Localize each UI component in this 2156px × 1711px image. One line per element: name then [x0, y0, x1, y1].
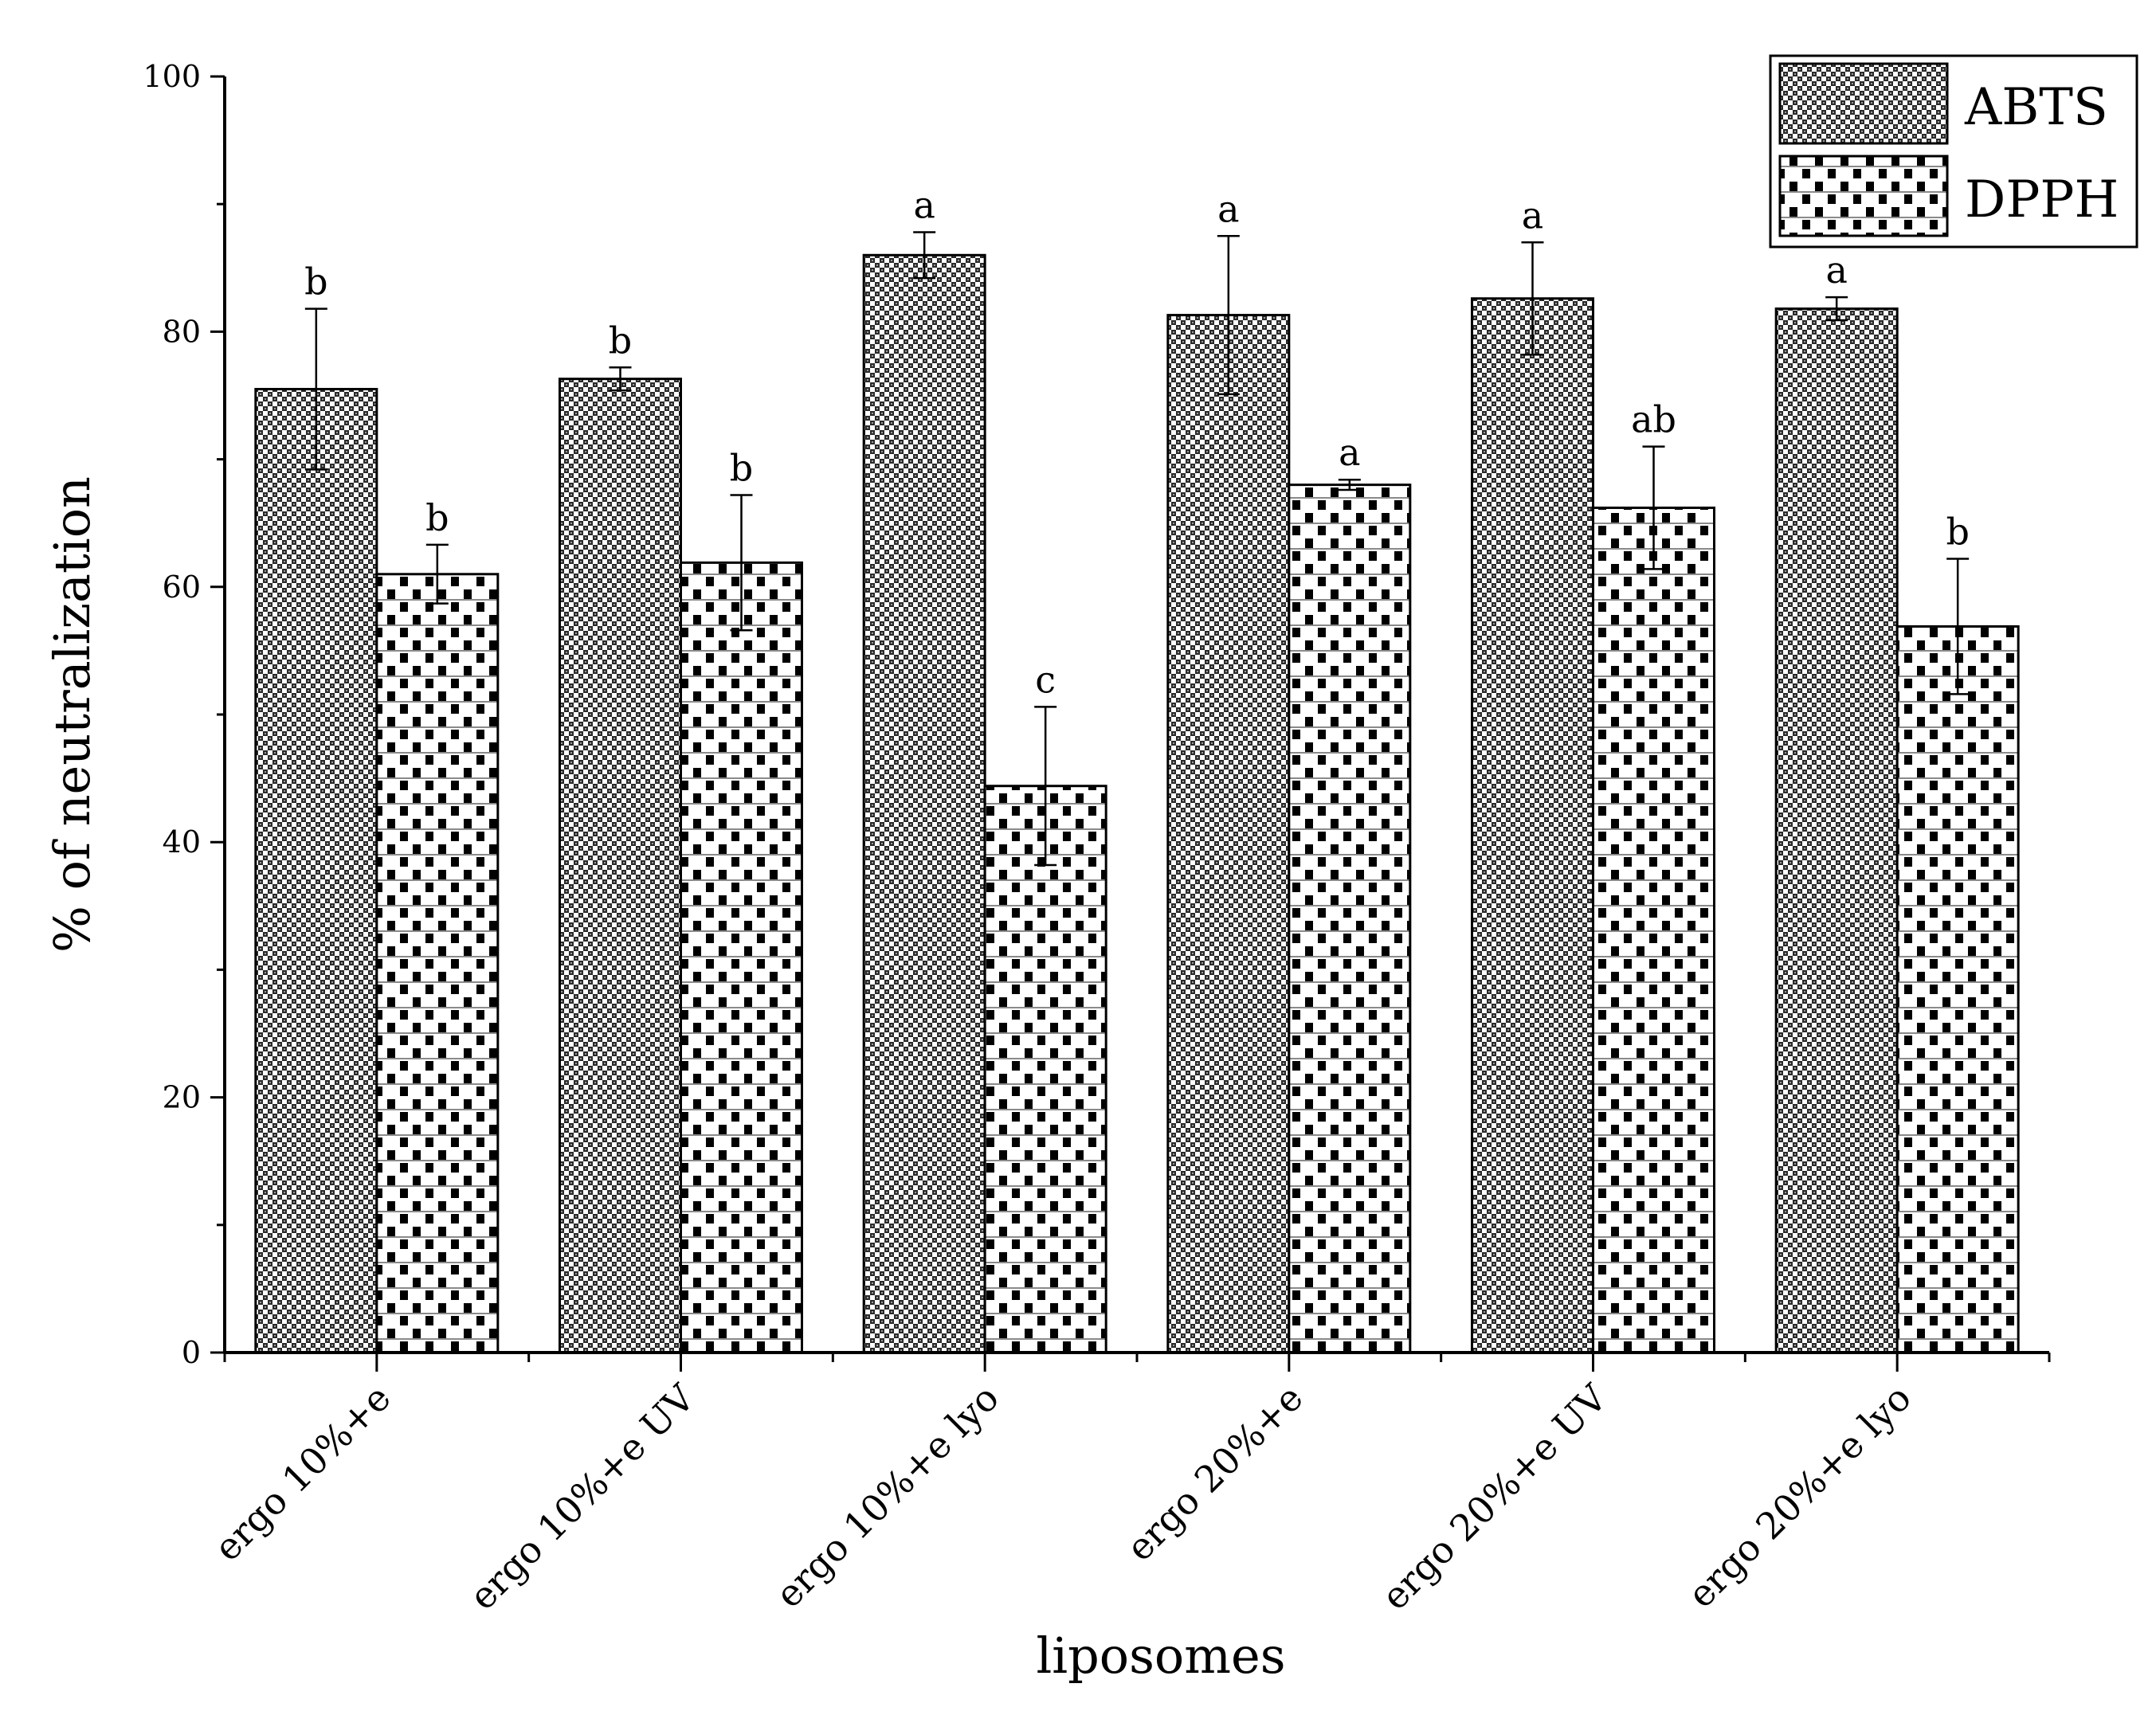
bar-dpph-ergo-10pct-e-lyo	[983, 785, 1107, 1354]
error-bar-abts-ergo-10pct-e-lyo	[913, 231, 936, 280]
x-axis-title: liposomes	[1036, 1627, 1285, 1685]
bar-dpph-ergo-20pct-e-uv	[1592, 506, 1715, 1354]
legend-label-dpph: DPPH	[1965, 170, 2119, 229]
bar-dpph-ergo-10pct-e-uv	[680, 561, 803, 1354]
bar-dpph-ergo-10pct-e	[375, 573, 500, 1354]
significance-label-dpph-ergo-10pct-e-uv: b	[730, 446, 753, 489]
bar-dpph-ergo-20pct-e	[1288, 484, 1412, 1354]
error-bar-abts-ergo-20pct-e-uv	[1521, 241, 1544, 356]
y-axis-title: % of neutralization	[43, 476, 101, 953]
y-tick-label: 60	[163, 570, 201, 605]
y-tick-label: 100	[143, 59, 201, 94]
legend: ABTS DPPH	[1769, 54, 2138, 249]
bar-abts-ergo-20pct-e	[1166, 314, 1291, 1354]
error-bar-dpph-ergo-10pct-e-uv	[730, 494, 753, 632]
error-bar-abts-ergo-20pct-e-lyo	[1825, 296, 1848, 322]
error-bar-dpph-ergo-10pct-e	[425, 543, 449, 605]
bar-abts-ergo-20pct-e-lyo	[1774, 307, 1899, 1354]
y-tick-label: 0	[182, 1335, 201, 1370]
bar-dpph-ergo-20pct-e-lyo	[1895, 624, 2020, 1354]
error-bar-abts-ergo-20pct-e	[1217, 235, 1240, 396]
x-tick-label-ergo-20pct-e-lyo: ergo 20%+e lyo	[1680, 1376, 1919, 1616]
bar-abts-ergo-10pct-e	[254, 387, 378, 1354]
y-tick-label: 20	[163, 1080, 201, 1115]
error-bar-abts-ergo-10pct-e-uv	[609, 366, 632, 392]
significance-label-dpph-ergo-10pct-e: b	[425, 496, 449, 539]
x-tick-label-ergo-20pct-e: ergo 20%+e	[1118, 1376, 1311, 1570]
legend-label-abts: ABTS	[1964, 78, 2108, 137]
significance-label-dpph-ergo-20pct-e-lyo: b	[1946, 511, 1969, 554]
x-tick-label-ergo-10pct-e-uv: ergo 10%+e UV	[461, 1376, 704, 1618]
error-bar-dpph-ergo-10pct-e-lyo	[1034, 706, 1057, 867]
significance-label-dpph-ergo-20pct-e: a	[1339, 431, 1360, 474]
bar-abts-ergo-10pct-e-uv	[559, 378, 682, 1354]
error-bar-abts-ergo-10pct-e	[304, 307, 327, 471]
legend-swatch-dpph	[1778, 155, 1949, 237]
significance-label-dpph-ergo-20pct-e-uv: ab	[1631, 398, 1676, 441]
error-bar-dpph-ergo-20pct-e-uv	[1642, 445, 1665, 570]
x-tick-label-ergo-10pct-e: ergo 10%+e	[206, 1376, 399, 1570]
significance-label-abts-ergo-10pct-e-lyo: a	[913, 183, 935, 226]
y-tick-label: 40	[163, 824, 201, 859]
legend-swatch-abts	[1778, 62, 1949, 145]
bar-abts-ergo-10pct-e-lyo	[862, 253, 986, 1354]
x-tick-label-ergo-20pct-e-uv: ergo 20%+e UV	[1374, 1376, 1616, 1618]
significance-label-abts-ergo-20pct-e-lyo: a	[1825, 249, 1847, 292]
x-tick-label-ergo-10pct-e-lyo: ergo 10%+e lyo	[767, 1376, 1007, 1616]
significance-label-abts-ergo-10pct-e-uv: b	[609, 319, 632, 362]
error-bar-dpph-ergo-20pct-e	[1338, 478, 1361, 491]
significance-label-dpph-ergo-10pct-e-lyo: c	[1035, 658, 1056, 701]
error-bar-dpph-ergo-20pct-e-lyo	[1946, 558, 1970, 695]
significance-label-abts-ergo-10pct-e: b	[304, 260, 327, 303]
y-tick-label: 80	[163, 314, 201, 349]
significance-label-abts-ergo-20pct-e-uv: a	[1522, 194, 1543, 237]
bar-abts-ergo-20pct-e-uv	[1471, 297, 1594, 1354]
significance-label-abts-ergo-20pct-e: a	[1217, 187, 1239, 230]
